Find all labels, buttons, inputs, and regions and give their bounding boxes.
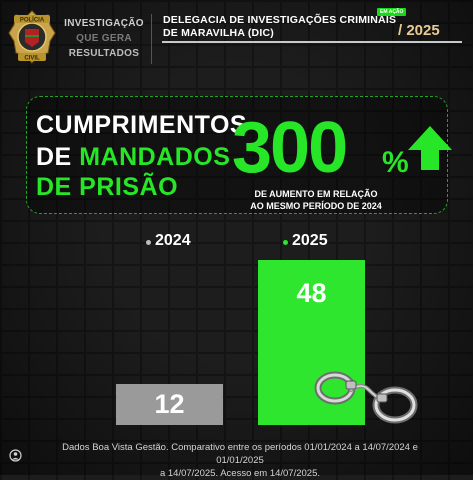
header-tag: EM AÇÃO bbox=[377, 8, 407, 16]
bar-value-2024: 12 bbox=[154, 389, 185, 419]
bar-value-2025: 48 bbox=[296, 278, 327, 308]
header-title-line-1: DELEGACIA DE INVESTIGAÇÕES CRIMINAIS bbox=[163, 14, 397, 26]
motto-line-3: RESULTADOS bbox=[68, 48, 140, 59]
footer-note: Dados Boa Vista Gestão. Comparativo entr… bbox=[40, 441, 440, 480]
badge-state-text: SC bbox=[30, 61, 35, 65]
up-arrow-icon bbox=[408, 126, 452, 170]
headline-line-2-green: MANDADOS bbox=[79, 143, 231, 171]
header-divider bbox=[151, 14, 152, 64]
headline-line-2-white: DE bbox=[36, 143, 72, 171]
header-underline bbox=[162, 41, 462, 43]
header-year: / 2025 bbox=[398, 22, 440, 39]
increase-unit: % bbox=[382, 146, 409, 179]
headline-line-1: CUMPRIMENTOS bbox=[36, 111, 248, 139]
profile-icon bbox=[9, 449, 22, 462]
increase-value: 300 bbox=[232, 108, 348, 188]
legend-dot-2025 bbox=[283, 240, 288, 245]
increase-subtitle: DE AUMENTO EM RELAÇÃO AO MESMO PERÍODO D… bbox=[238, 188, 394, 212]
handcuffs-icon bbox=[314, 371, 418, 424]
motto-line-1: INVESTIGAÇÃO bbox=[64, 18, 144, 29]
headline-line-2: DE MANDADOS bbox=[36, 142, 230, 172]
subtitle-line-2: AO MESMO PERÍODO DE 2024 bbox=[250, 201, 382, 211]
badge-top-text: POLÍCIA bbox=[20, 16, 45, 24]
police-badge-icon: POLÍCIA CIVIL SC bbox=[8, 10, 56, 65]
category-label-2025: 2025 bbox=[292, 232, 328, 249]
footer-line-1: Dados Boa Vista Gestão. Comparativo entr… bbox=[62, 442, 418, 466]
department-motto: INVESTIGAÇÃO QUE GERA RESULTADOS bbox=[64, 16, 144, 61]
subtitle-line-1: DE AUMENTO EM RELAÇÃO bbox=[254, 189, 378, 199]
header-title-line-2: DE MARAVILHA (DIC) bbox=[163, 27, 274, 39]
header: POLÍCIA CIVIL SC INVESTIGAÇÃO QUE GERA R… bbox=[0, 0, 473, 72]
legend-dot-2024 bbox=[146, 240, 151, 245]
motto-line-2: QUE GERA bbox=[76, 33, 132, 44]
category-label-2024: 2024 bbox=[155, 232, 191, 249]
header-title: DELEGACIA DE INVESTIGAÇÕES CRIMINAIS DE … bbox=[163, 14, 396, 40]
headline-line-3: DE PRISÃO bbox=[36, 173, 179, 201]
badge-bottom-text: CIVIL bbox=[24, 56, 40, 62]
footer-line-2: a 14/07/2025. Acesso em 14/07/2025. bbox=[159, 468, 321, 479]
bar-2024 bbox=[116, 384, 223, 425]
highlight-box bbox=[26, 96, 448, 214]
